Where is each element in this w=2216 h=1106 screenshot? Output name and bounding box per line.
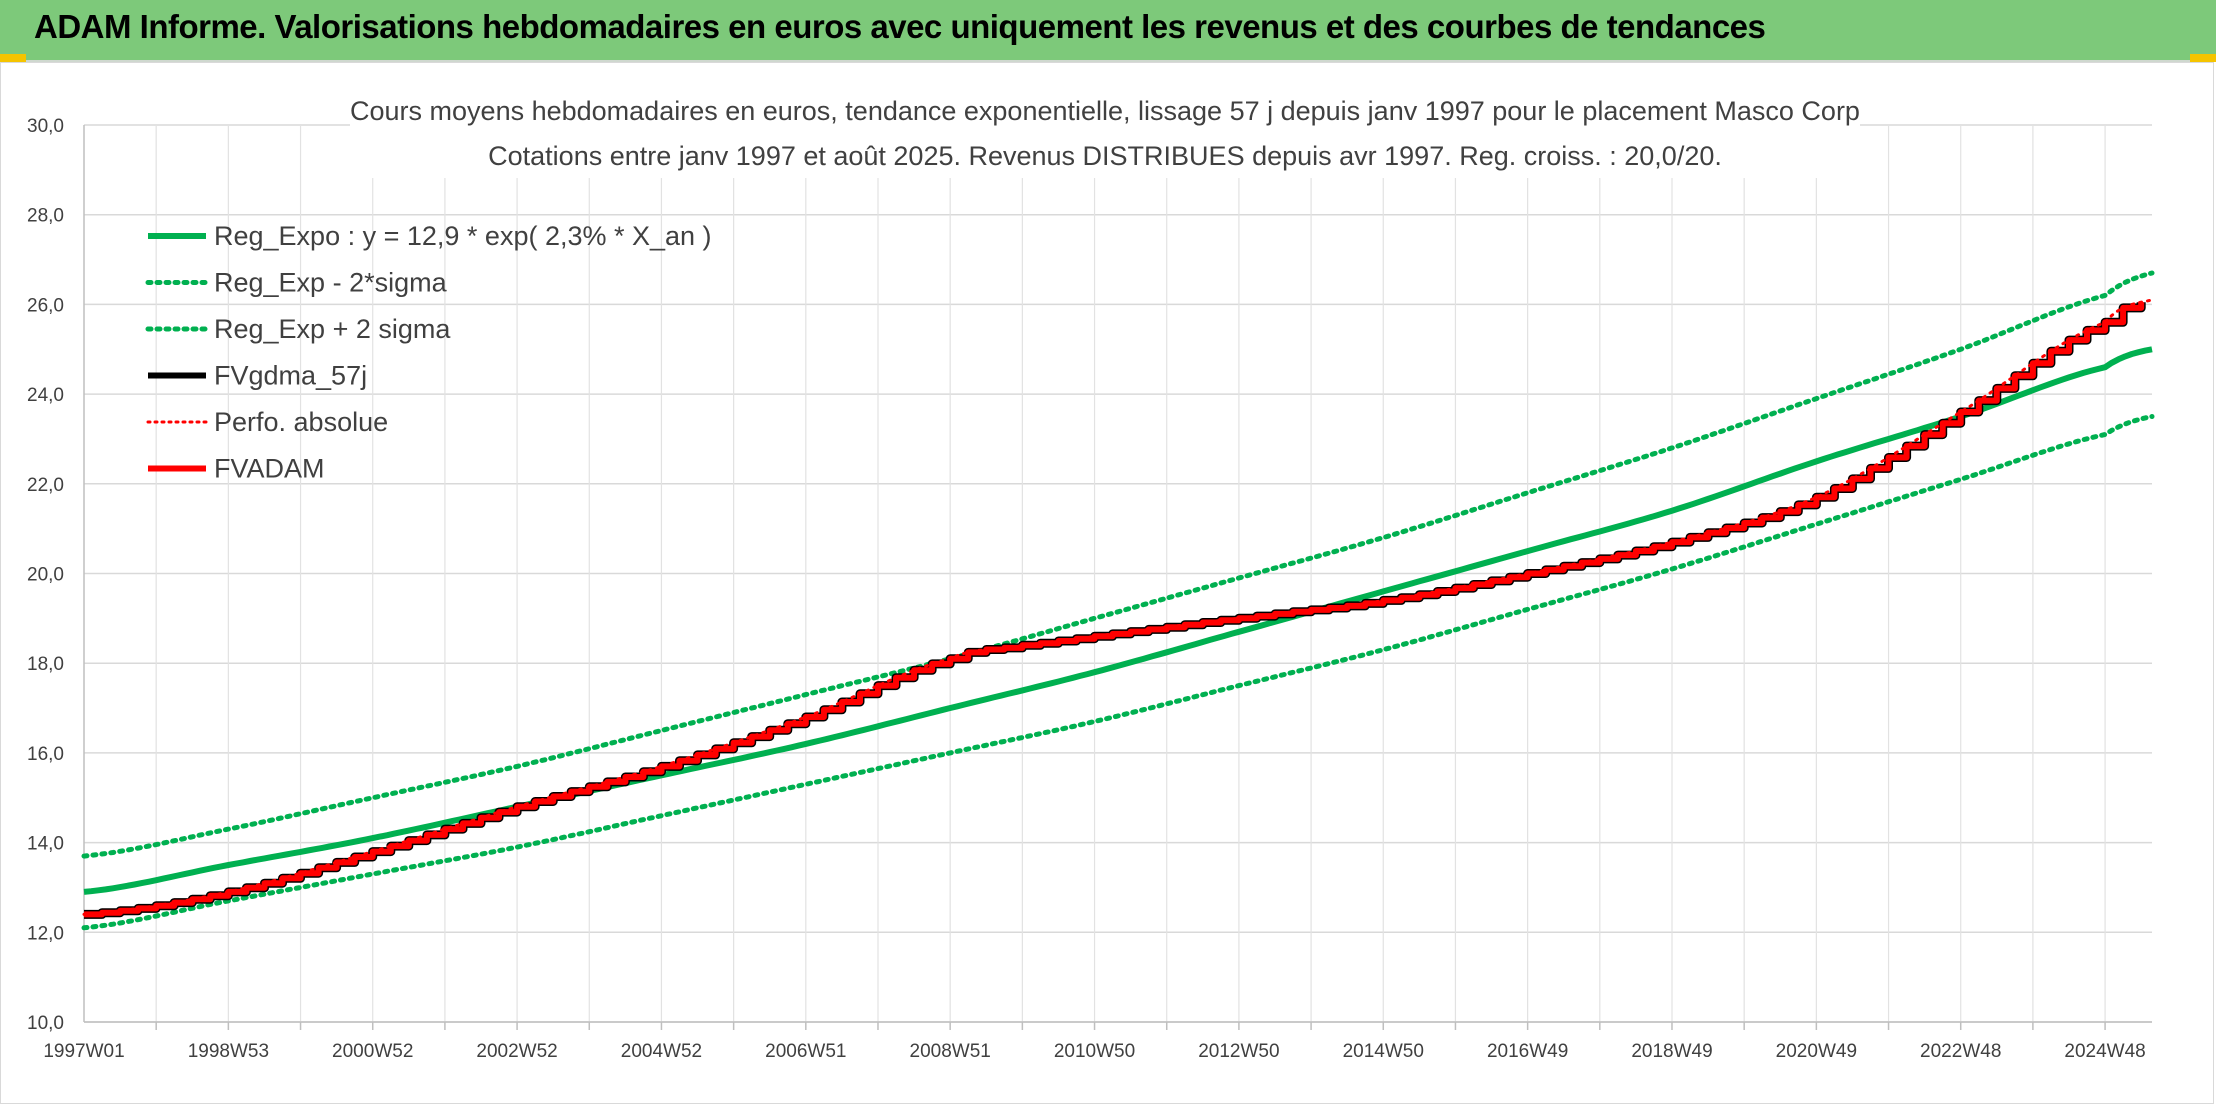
chart-frame — [0, 62, 2214, 1104]
x-tick-label: 1998W53 — [188, 1041, 269, 1062]
series-line-fvadam — [84, 302, 2145, 918]
x-tick-label: 2006W51 — [765, 1041, 846, 1062]
corner-accent-right — [2190, 54, 2216, 62]
x-tick-label: 2014W50 — [1343, 1041, 1424, 1062]
legend-label: Perfo. absolue — [214, 407, 388, 437]
y-tick-label: 18,0 — [27, 654, 64, 675]
x-tick-label: 2020W49 — [1776, 1041, 1857, 1062]
report-title: ADAM Informe. Valorisations hebdomadaire… — [34, 8, 1766, 45]
y-tick-label: 26,0 — [27, 295, 64, 316]
report-banner: ADAM Informe. Valorisations hebdomadaire… — [0, 0, 2216, 62]
y-tick-label: 20,0 — [27, 565, 64, 586]
x-tick-label: 2004W52 — [621, 1041, 702, 1062]
y-tick-label: 22,0 — [27, 475, 64, 496]
x-tick-label: 2022W48 — [1920, 1041, 2001, 1062]
chart-title-line-1: Cours moyens hebdomadaires en euros, ten… — [350, 96, 1860, 126]
x-tick-label: 2018W49 — [1631, 1041, 1712, 1062]
series-line-reg-expo-y-12-9-exp-2-3-x-an — [83, 346, 2153, 895]
series-layer — [81, 270, 2155, 931]
legend-label: Reg_Expo : y = 12,9 * exp( 2,3% * X_an ) — [214, 221, 712, 251]
legend-label: Reg_Exp - 2*sigma — [214, 268, 448, 298]
y-tick-label: 14,0 — [27, 834, 64, 855]
y-tick-label: 30,0 — [27, 116, 64, 137]
chart-title-background — [350, 84, 1860, 178]
y-tick-label: 10,0 — [27, 1013, 64, 1034]
legend-label: FVADAM — [214, 454, 325, 484]
legend-label: Reg_Exp + 2 sigma — [214, 314, 451, 344]
axis-layer: 10,0 12,0 14,0 16,0 18,0 20,0 22,0 24,0 26,0 28,0… — [27, 116, 2152, 1062]
y-tick-label: 24,0 — [27, 385, 64, 406]
x-tick-label: 2024W48 — [2064, 1041, 2145, 1062]
chart-title-line-2: Cotations entre janv 1997 et août 2025. … — [488, 141, 1722, 171]
x-tick-label: 2010W50 — [1054, 1041, 1135, 1062]
x-tick-label: 2002W52 — [476, 1041, 557, 1062]
x-tick-label: 2000W52 — [332, 1041, 413, 1062]
y-tick-label: 28,0 — [27, 206, 64, 227]
legend-label: FVgdma_57j — [214, 361, 367, 391]
grid-layer — [84, 124, 2152, 1023]
series-dotted-line-reg-exp-2-sigma — [81, 270, 2155, 859]
x-tick-label: 2008W51 — [910, 1041, 991, 1062]
corner-accent-left — [0, 54, 26, 62]
x-tick-label: 2016W49 — [1487, 1041, 1568, 1062]
x-tick-label: 1997W01 — [43, 1041, 124, 1062]
series-dotted-line-reg-exp-2-sigma — [81, 414, 2155, 931]
y-tick-label: 16,0 — [27, 744, 64, 765]
x-tick-label: 2012W50 — [1198, 1041, 1279, 1062]
chart-legend: Reg_Expo : y = 12,9 * exp( 2,3% * X_an )… — [145, 221, 712, 484]
y-tick-label: 12,0 — [27, 923, 64, 944]
